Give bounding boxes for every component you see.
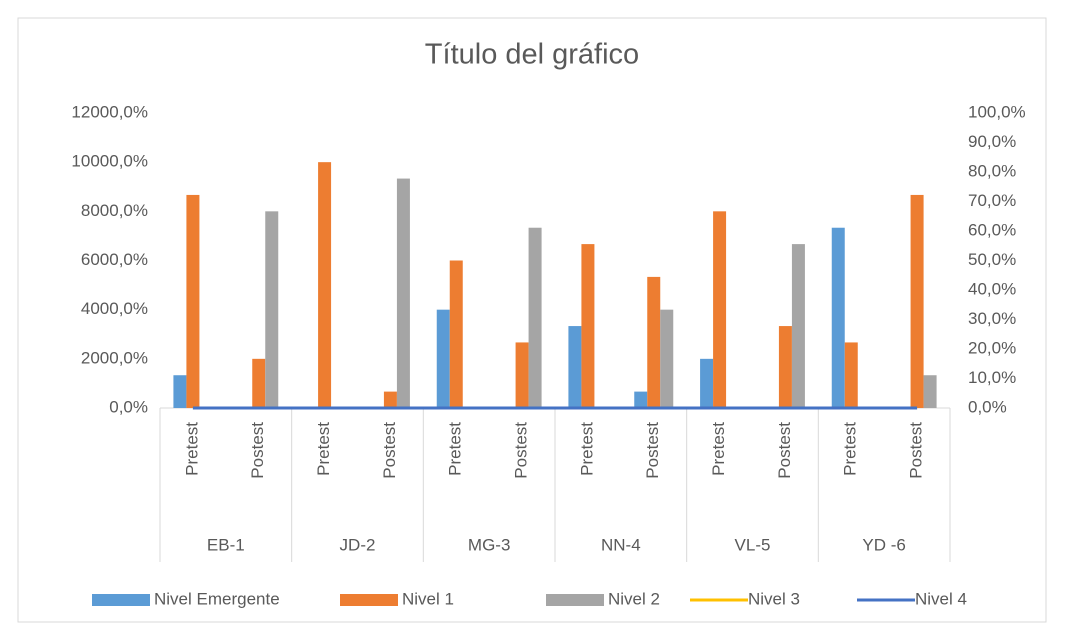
bar [265,211,279,408]
bar [910,194,924,408]
y2-tick-label: 50,0% [968,250,1016,269]
bar [318,162,332,408]
chart-title: Título del gráfico [425,39,639,71]
bar [660,309,674,408]
x-tick-label: Pretest [577,422,596,476]
legend-label: Nivel 1 [402,589,454,608]
x-tick-label: Postest [907,422,926,479]
legend-label: Nivel 4 [915,589,967,608]
bar [844,342,858,408]
group-label: JD-2 [340,535,376,554]
legend-label: Nivel 2 [608,589,660,608]
y-tick-label: 2000,0% [81,348,148,367]
bar [568,326,582,408]
group-label: YD -6 [862,535,905,554]
legend-label: Nivel Emergente [154,589,280,608]
bar [383,391,397,408]
y2-tick-label: 90,0% [968,132,1016,151]
bar [647,276,661,408]
y2-tick-label: 100,0% [968,102,1026,121]
x-tick-label: Postest [775,422,794,479]
y2-tick-label: 80,0% [968,161,1016,180]
bar [700,358,714,408]
y2-tick-label: 20,0% [968,338,1016,357]
y2-tick-label: 30,0% [968,309,1016,328]
x-tick-label: Postest [380,422,399,479]
x-tick-label: Postest [248,422,267,479]
bar [252,358,266,408]
y-tick-label: 12000,0% [71,102,148,121]
y2-tick-label: 0,0% [968,397,1007,416]
y2-tick-label: 10,0% [968,368,1016,387]
y-tick-label: 0,0% [109,397,148,416]
group-label: EB-1 [207,535,245,554]
y2-tick-label: 70,0% [968,191,1016,210]
x-tick-label: Pretest [446,422,465,476]
y2-tick-label: 40,0% [968,279,1016,298]
group-label: VL-5 [735,535,771,554]
x-tick-label: Pretest [841,422,860,476]
bar [449,260,463,408]
bar [713,211,727,408]
bar [581,244,595,408]
legend-label: Nivel 3 [748,589,800,608]
bar [186,194,200,408]
bar [173,375,187,408]
bar [923,375,937,408]
bar [831,227,845,408]
group-label: MG-3 [468,535,511,554]
bar [396,178,410,408]
x-tick-label: Postest [512,422,531,479]
y2-tick-label: 60,0% [968,220,1016,239]
x-tick-label: Postest [643,422,662,479]
x-tick-label: Pretest [709,422,728,476]
legend-swatch [546,594,604,606]
x-tick-label: Pretest [314,422,333,476]
y-tick-label: 4000,0% [81,299,148,318]
bar [436,309,450,408]
y-tick-label: 6000,0% [81,250,148,269]
bar [515,342,529,408]
bar [778,326,792,408]
bar [634,391,648,408]
legend-swatch [340,594,398,606]
y-tick-label: 8000,0% [81,201,148,220]
y-tick-label: 10000,0% [71,152,148,171]
bar [528,227,542,408]
legend-swatch [92,594,150,606]
group-label: NN-4 [601,535,641,554]
x-tick-label: Pretest [182,422,201,476]
bar [791,244,805,408]
